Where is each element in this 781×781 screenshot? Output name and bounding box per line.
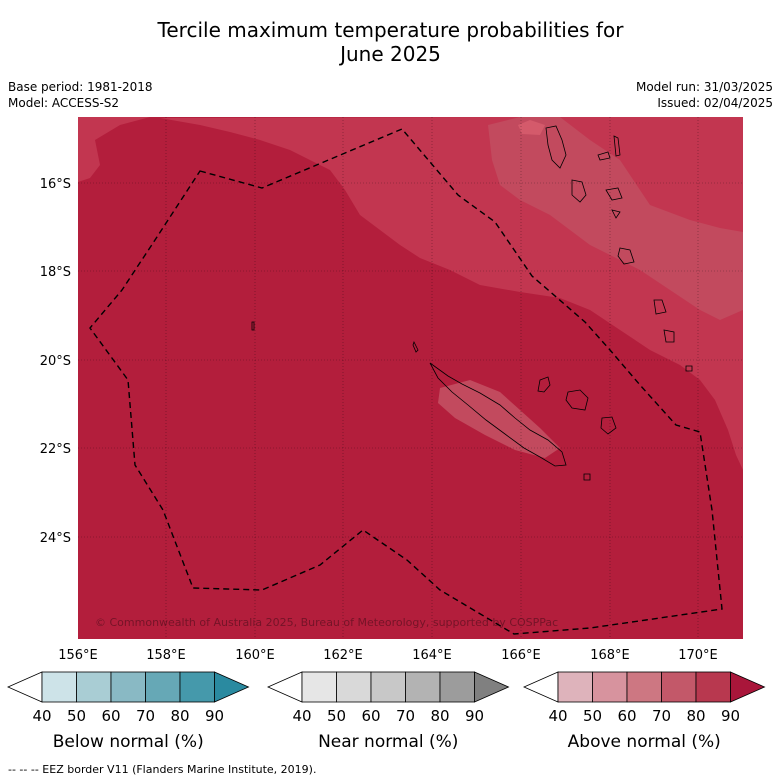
lon-tick-156: 156°E — [58, 648, 98, 663]
colorbar-near: 40 50 60 70 80 90 Near normal (%) — [267, 671, 510, 752]
colorbar-below-cell — [145, 671, 181, 703]
colorbar-above-tick: 90 — [721, 707, 740, 725]
probability-band-north — [518, 120, 545, 135]
lon-tick-166: 166°E — [501, 648, 541, 663]
colorbar-below-cell — [76, 671, 112, 703]
title-line-2: June 2025 — [340, 42, 441, 66]
lon-tick-162: 162°E — [323, 648, 363, 663]
colorbar-above-under-extend — [523, 671, 559, 703]
lat-tick-20: 20°S — [40, 354, 71, 369]
colorbar-near-cell — [405, 671, 441, 703]
eez-border — [89, 128, 723, 635]
lat-tick-18: 18°S — [40, 265, 71, 280]
colorbar-above-tick: 80 — [686, 707, 705, 725]
colorbar-below-cell — [179, 671, 215, 703]
chesterfield-reef — [251, 321, 255, 331]
colorbar-below-tick: 60 — [101, 707, 120, 725]
malakula — [571, 179, 587, 203]
colorbar-below-cell — [41, 671, 77, 703]
model-run: Model run: 31/03/2025 — [635, 80, 773, 94]
lon-tick-158: 158°E — [146, 648, 186, 663]
colorbar-below-tick: 80 — [170, 707, 189, 725]
espiritu-santo — [545, 125, 567, 169]
lat-tick-24: 24°S — [40, 531, 71, 546]
erromango — [653, 299, 667, 315]
colorbar-above-title: Above normal (%) — [568, 732, 721, 752]
colorbar-above-cell — [695, 671, 731, 703]
colorbar-below-tick: 40 — [32, 707, 51, 725]
probability-band-60-70 — [488, 117, 743, 320]
colorbar-near-cell — [439, 671, 475, 703]
colorbar-below-under-extend — [7, 671, 43, 703]
ambrym-epi — [605, 187, 623, 219]
probability-band-new-caledonia — [438, 380, 560, 458]
colorbar-near-tick: 50 — [327, 707, 346, 725]
isle-of-pines — [583, 473, 591, 481]
efate — [617, 247, 635, 265]
colorbar-above-cell — [592, 671, 628, 703]
colorbar-above-tick: 50 — [583, 707, 602, 725]
base-period: Base period: 1981-2018 — [8, 80, 153, 94]
colorbar-below-cell — [110, 671, 146, 703]
new-caledonia-island — [429, 362, 567, 467]
lon-tick-164: 164°E — [412, 648, 452, 663]
title-line-1: Tercile maximum temperature probabilitie… — [157, 18, 624, 42]
colorbar-near-tick: 80 — [430, 707, 449, 725]
lat-tick-22: 22°S — [40, 442, 71, 457]
colorbar-near-cell — [336, 671, 372, 703]
colorbar-below-tick: 50 — [67, 707, 86, 725]
lon-tick-170: 170°E — [678, 648, 718, 663]
probability-band-left — [78, 117, 150, 182]
copyright-text: © Commonwealth of Australia 2025, Bureau… — [95, 616, 558, 629]
colorbar-near-cell — [301, 671, 337, 703]
lifou-island — [565, 389, 589, 411]
colorbar-near-title: Near normal (%) — [318, 732, 458, 752]
colorbar-above-cell — [661, 671, 697, 703]
belep-islands — [412, 340, 419, 353]
colorbar-near-tick: 40 — [292, 707, 311, 725]
model-name: Model: ACCESS-S2 — [8, 96, 120, 110]
maewo-pentecost — [597, 135, 621, 161]
colorbar-above-over-extend — [730, 671, 766, 703]
mare-island — [600, 416, 617, 435]
colorbar-near-over-extend — [474, 671, 510, 703]
colorbar-below-tick: 70 — [136, 707, 155, 725]
chart-title: Tercile maximum temperature probabilitie… — [0, 18, 781, 66]
colorbar-near-tick: 60 — [361, 707, 380, 725]
map-area: © Commonwealth of Australia 2025, Bureau… — [78, 117, 743, 639]
colorbar-above-tick: 70 — [652, 707, 671, 725]
lon-tick-168: 168°E — [590, 648, 630, 663]
colorbar-above-cell — [626, 671, 662, 703]
lon-tick-160: 160°E — [235, 648, 275, 663]
issued-date: Issued: 02/04/2025 — [657, 96, 773, 110]
lat-tick-16: 16°S — [40, 177, 71, 192]
graticule — [78, 117, 743, 639]
aneityum — [685, 365, 693, 372]
colorbar-below-over-extend — [214, 671, 250, 703]
colorbar-near-tick: 90 — [465, 707, 484, 725]
ouvea-island — [537, 376, 551, 393]
colorbar-below-tick: 90 — [205, 707, 224, 725]
colorbar-above-cell — [557, 671, 593, 703]
colorbar-above-tick: 60 — [617, 707, 636, 725]
meta-left: Base period: 1981-2018 Model: ACCESS-S2 — [8, 79, 153, 111]
colorbar-above-tick: 40 — [548, 707, 567, 725]
colorbar-near-under-extend — [267, 671, 303, 703]
colorbar-below-title: Below normal (%) — [53, 732, 204, 752]
meta-right: Model run: 31/03/2025 Issued: 02/04/2025 — [636, 79, 773, 111]
colorbar-near-cell — [370, 671, 406, 703]
tanna — [663, 329, 675, 343]
colorbar-near-tick: 70 — [396, 707, 415, 725]
eez-footer-note: -- -- -- EEZ border V11 (Flanders Marine… — [8, 763, 317, 776]
